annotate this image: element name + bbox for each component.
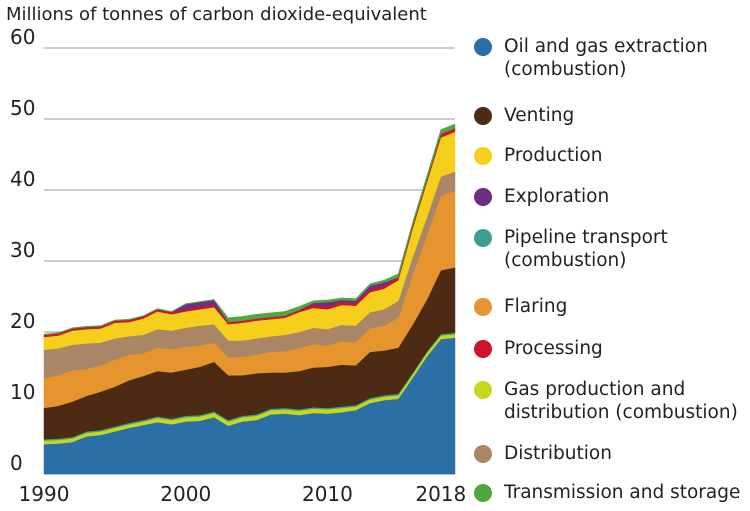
legend-label: Processing — [504, 338, 603, 359]
area-transmission-and-storage — [43, 123, 456, 336]
area-series — [43, 123, 456, 475]
legend-swatch — [474, 298, 492, 316]
legend-swatch — [474, 381, 492, 399]
legend-item-production: Production — [474, 144, 602, 167]
legend-item-oil-and-gas-extraction-combustion: Oil and gas extraction (combustion) — [474, 35, 708, 81]
x-tick-label: 2018 — [415, 482, 466, 506]
y-tick-label: 50 — [10, 96, 35, 120]
legend-item-pipeline-transport-combustion: Pipeline transport (combustion) — [474, 226, 668, 272]
y-tick-labels: 0 10 20 30 40 50 60 — [10, 25, 35, 475]
legend-item-gas-production-and-distribution-combustion: Gas production and distribution (combust… — [474, 378, 738, 424]
legend-item-venting: Venting — [474, 104, 574, 127]
legend-label: Venting — [504, 105, 575, 126]
y-tick-label: 60 — [10, 25, 35, 49]
legend-label: Oil and gas extraction (combustion) — [504, 36, 708, 80]
legend-item-flaring: Flaring — [474, 295, 567, 318]
y-tick-label: 10 — [10, 380, 35, 404]
y-axis-title: Millions of tonnes of carbon dioxide-equ… — [6, 4, 427, 25]
x-tick-label: 2010 — [302, 482, 353, 506]
legend-swatch — [474, 107, 492, 125]
y-tick-label: 20 — [10, 309, 35, 333]
legend-label: Gas production and distribution (combust… — [504, 379, 738, 423]
legend: Oil and gas extraction (combustion) Venti… — [474, 0, 750, 511]
legend-label: Flaring — [504, 296, 568, 317]
legend-swatch — [474, 188, 492, 206]
legend-swatch — [474, 445, 492, 463]
x-tick-labels: 1990 2000 2010 2018 — [19, 482, 467, 506]
x-tick-label: 1990 — [19, 482, 70, 506]
legend-item-distribution: Distribution — [474, 442, 612, 465]
y-tick-label: 30 — [10, 238, 35, 262]
legend-swatch — [474, 340, 492, 358]
legend-item-exploration: Exploration — [474, 185, 609, 208]
legend-label: Distribution — [504, 443, 612, 464]
legend-item-processing: Processing — [474, 337, 603, 360]
legend-swatch — [474, 38, 492, 56]
y-tick-label: 40 — [10, 167, 35, 191]
legend-label: Pipeline transport (combustion) — [504, 227, 668, 271]
y-tick-label: 0 — [10, 451, 23, 475]
x-tick-label: 2000 — [160, 482, 211, 506]
legend-swatch — [474, 147, 492, 165]
legend-label: Transmission and storage — [504, 482, 741, 503]
legend-item-transmission-and-storage: Transmission and storage — [474, 481, 740, 504]
legend-swatch — [474, 484, 492, 502]
legend-swatch — [474, 229, 492, 247]
legend-label: Production — [504, 145, 603, 166]
legend-label: Exploration — [504, 186, 610, 207]
